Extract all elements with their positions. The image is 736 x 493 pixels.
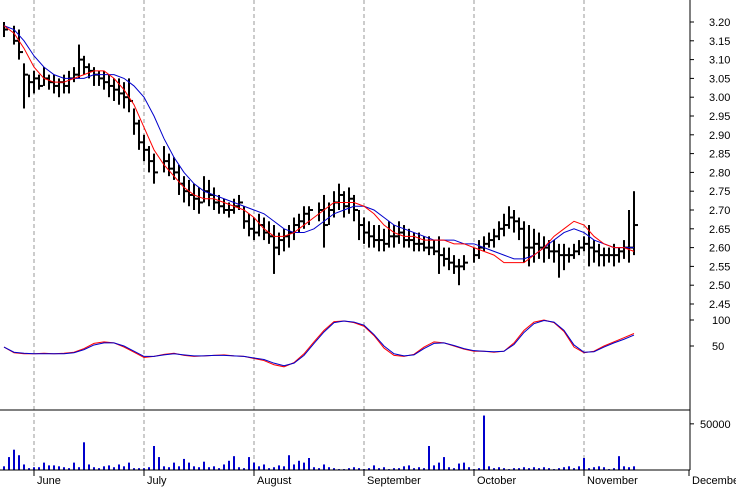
- month-label: September: [367, 475, 421, 487]
- axis-labels: 3.20 3.15 3.10 3.05 3.00 2.95 2.90 2.85 2.80 2.75…: [37, 17, 736, 487]
- month-label: August: [257, 475, 291, 487]
- month-label: June: [37, 475, 61, 487]
- price-tick-label: 2.50: [709, 280, 730, 292]
- oscillator-line: [3, 319, 635, 368]
- oscillator-tick-label: 100: [712, 315, 730, 327]
- price-tick-label: 2.85: [709, 149, 730, 161]
- price-tick-label: 2.80: [709, 167, 730, 179]
- price-tick-label: 2.65: [709, 224, 730, 236]
- axes: [0, 0, 694, 476]
- volume-tick-label: 50000: [700, 419, 731, 431]
- month-gridlines: [33, 0, 585, 470]
- price-tick-label: 3.05: [709, 73, 730, 85]
- price-tick-label: 3.15: [709, 36, 730, 48]
- oscillator-tick-label: 50: [712, 341, 724, 353]
- price-panel: [3, 22, 638, 286]
- price-tick-label: 3.20: [709, 17, 730, 29]
- price-tick-label: 2.60: [709, 243, 730, 255]
- month-label: July: [147, 475, 167, 487]
- volume-panel: [3, 415, 635, 470]
- price-tick-label: 2.75: [709, 186, 730, 198]
- month-label: October: [477, 475, 516, 487]
- month-label: November: [587, 475, 638, 487]
- moving-average-slow: [3, 25, 634, 260]
- oscillator-line: [3, 320, 635, 367]
- month-label: December: [692, 475, 736, 487]
- oscillator-panel: [3, 319, 635, 368]
- price-tick-label: 2.45: [709, 299, 730, 311]
- price-tick-label: 2.55: [709, 261, 730, 273]
- price-tick-label: 3.10: [709, 55, 730, 67]
- price-tick-label: 3.00: [709, 92, 730, 104]
- moving-average-fast: [3, 25, 635, 264]
- price-tick-label: 2.95: [709, 111, 730, 123]
- price-tick-label: 2.90: [709, 130, 730, 142]
- price-tick-label: 2.70: [709, 205, 730, 217]
